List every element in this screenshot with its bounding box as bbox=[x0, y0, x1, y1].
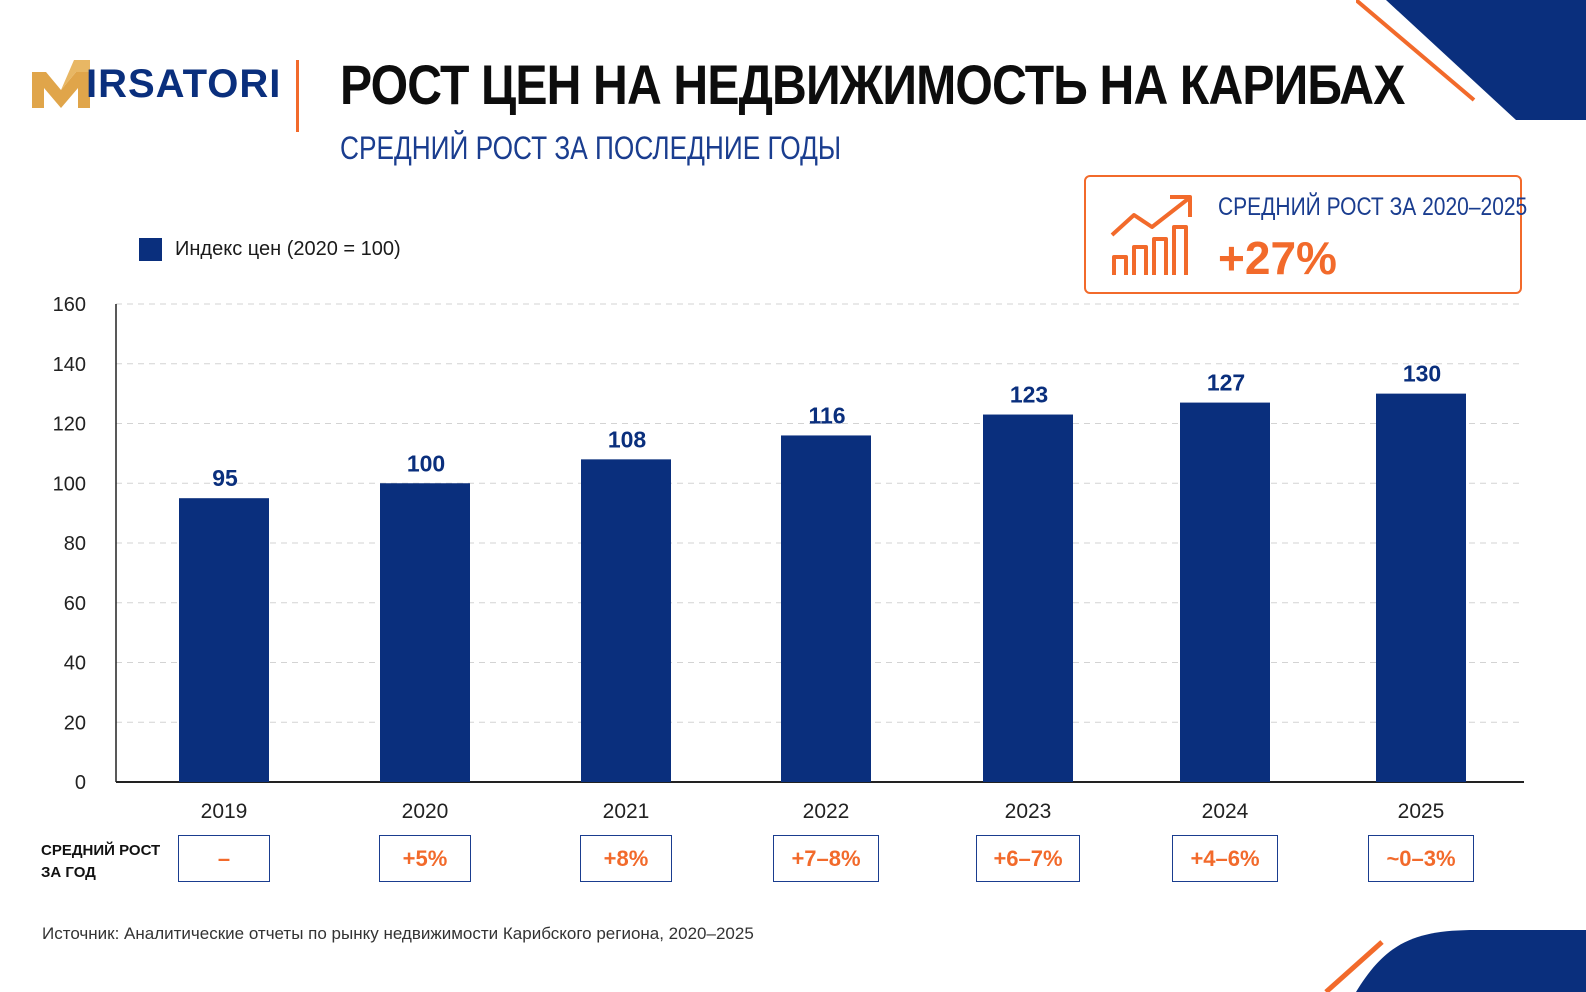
bar bbox=[781, 435, 871, 782]
growth-rate-box: +4–6% bbox=[1172, 835, 1278, 882]
bar bbox=[983, 414, 1073, 782]
summary-label: СРЕДНИЙ РОСТ ЗА 2020–2025 bbox=[1218, 193, 1528, 221]
y-tick-label: 120 bbox=[53, 414, 86, 436]
growth-rate-box: +5% bbox=[379, 835, 471, 882]
summary-card: СРЕДНИЙ РОСТ ЗА 2020–2025 +27% bbox=[1084, 175, 1527, 294]
x-tick-label: 2020 bbox=[402, 800, 449, 823]
bar-value-label: 116 bbox=[808, 402, 845, 428]
bar-value-label: 127 bbox=[1207, 370, 1245, 396]
bar bbox=[179, 498, 269, 782]
growth-rate-box: +6–7% bbox=[976, 835, 1080, 882]
bar-value-label: 100 bbox=[407, 450, 445, 476]
bar bbox=[581, 459, 671, 782]
y-tick-label: 40 bbox=[64, 653, 86, 675]
y-tick-label: 20 bbox=[64, 712, 86, 734]
x-tick-label: 2024 bbox=[1202, 800, 1249, 823]
bar bbox=[1180, 402, 1270, 782]
x-tick-label: 2023 bbox=[1005, 800, 1052, 823]
brand-name: IRSATORI bbox=[86, 61, 282, 106]
growth-rate-box: +8% bbox=[580, 835, 672, 882]
bar bbox=[380, 483, 470, 782]
y-tick-label: 160 bbox=[53, 294, 86, 316]
growth-rate-box: ~0–3% bbox=[1368, 835, 1474, 882]
price-index-chart: 0 20 40 60 80 100 120 140 160 95 2019 100 2020 108 202… bbox=[53, 294, 1524, 823]
logo-mark-icon bbox=[32, 60, 90, 108]
y-tick-label: 60 bbox=[64, 593, 86, 615]
y-tick-label: 140 bbox=[53, 354, 86, 376]
bar bbox=[1376, 393, 1466, 782]
x-tick-label: 2025 bbox=[1398, 800, 1445, 823]
bar-value-label: 95 bbox=[212, 465, 238, 491]
corner-decoration-top bbox=[1356, 0, 1586, 120]
page-subtitle: СРЕДНИЙ РОСТ ЗА ПОСЛЕДНИЕ ГОДЫ bbox=[340, 130, 842, 166]
summary-value: +27% bbox=[1218, 232, 1337, 284]
chart-legend: Индекс цен (2020 = 100) bbox=[139, 238, 401, 261]
bar-value-label: 130 bbox=[1403, 361, 1441, 387]
page-title: РОСТ ЦЕН НА НЕДВИЖИМОСТЬ НА КАРИБАХ bbox=[340, 53, 1405, 116]
logo-divider bbox=[296, 60, 299, 132]
y-tick-label: 100 bbox=[53, 473, 86, 495]
brand-logo: IRSATORI bbox=[30, 58, 281, 110]
x-tick-label: 2019 bbox=[201, 800, 248, 823]
x-tick-label: 2022 bbox=[803, 800, 850, 823]
corner-decoration-bottom bbox=[1324, 930, 1586, 992]
growth-row-caption-line2: ЗА ГОД bbox=[41, 864, 96, 881]
legend-swatch bbox=[139, 238, 162, 261]
x-tick-label: 2021 bbox=[603, 800, 650, 823]
growth-chart-icon bbox=[1110, 195, 1192, 275]
growth-row-caption-line1: СРЕДНИЙ РОСТ bbox=[41, 842, 161, 859]
y-tick-label: 80 bbox=[64, 533, 86, 555]
source-note: Источник: Аналитические отчеты по рынку … bbox=[42, 924, 754, 943]
bar-value-label: 123 bbox=[1010, 382, 1048, 408]
growth-rate-box: +7–8% bbox=[773, 835, 879, 882]
bar-value-label: 108 bbox=[608, 426, 647, 452]
growth-rate-box: – bbox=[178, 835, 270, 882]
legend-label: Индекс цен (2020 = 100) bbox=[175, 238, 401, 260]
growth-row-caption: СРЕДНИЙ РОСТ ЗА ГОД bbox=[41, 840, 161, 884]
y-tick-label: 0 bbox=[75, 772, 86, 794]
